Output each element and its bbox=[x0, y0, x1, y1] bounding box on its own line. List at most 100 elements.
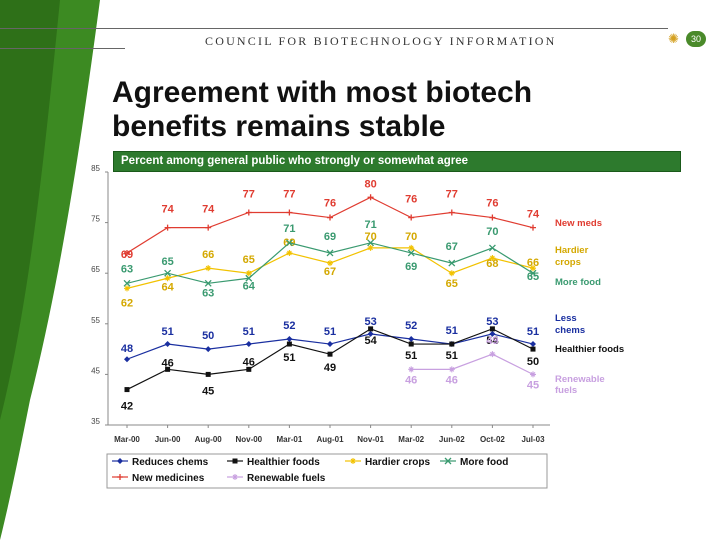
data-label-new-medicines: 77 bbox=[283, 188, 295, 200]
data-label-more-food: 63 bbox=[121, 263, 133, 275]
data-label-reduces-chems: 51 bbox=[446, 325, 458, 337]
point-new-medicines bbox=[327, 214, 333, 221]
point-more-food bbox=[407, 249, 415, 257]
data-label-renewable-fuels: 46 bbox=[405, 374, 417, 386]
data-label-healthier-foods: 51 bbox=[283, 352, 295, 364]
point-new-medicines bbox=[489, 214, 496, 221]
point-reduces-chems bbox=[124, 356, 130, 363]
data-label-healthier-foods: 54 bbox=[486, 335, 499, 347]
point-healthier-foods bbox=[408, 341, 414, 347]
x-tick-label: Jun-02 bbox=[439, 435, 465, 444]
point-reduces-chems bbox=[205, 346, 212, 353]
chart-title: Percent among general public who strongl… bbox=[121, 155, 468, 167]
title-line-1: Agreement with most biotech bbox=[112, 76, 533, 109]
point-new-medicines bbox=[124, 249, 130, 256]
series-end-label-reduces-chems: Less bbox=[555, 313, 577, 324]
point-new-medicines bbox=[286, 209, 293, 216]
legend-label-new-medicines: New medicines bbox=[132, 473, 205, 484]
data-label-hardier-crops: 62 bbox=[121, 297, 133, 309]
data-label-renewable-fuels: 45 bbox=[527, 379, 539, 391]
data-label-reduces-chems: 51 bbox=[161, 326, 173, 338]
x-tick-label: Jun-00 bbox=[155, 435, 181, 444]
x-tick-label: Nov-01 bbox=[357, 435, 384, 444]
data-label-hardier-crops: 66 bbox=[202, 249, 214, 261]
decorative-green-band bbox=[0, 0, 100, 540]
point-reduces-chems bbox=[327, 341, 333, 348]
data-label-new-medicines: 76 bbox=[324, 198, 336, 210]
y-tick-label: 45 bbox=[91, 366, 100, 375]
series-end-label-hardier-crops: crops bbox=[555, 257, 581, 268]
y-tick-label: 35 bbox=[91, 417, 100, 426]
data-label-more-food: 69 bbox=[324, 231, 336, 243]
title-line-2: benefits remains stable bbox=[112, 110, 446, 143]
data-label-more-food: 65 bbox=[161, 256, 173, 268]
legend-label-hardier-crops: Hardier crops bbox=[365, 457, 430, 468]
chart-subtitle-box: Percent among general public who strongl… bbox=[113, 151, 681, 172]
data-label-healthier-foods: 46 bbox=[243, 356, 255, 368]
page-title: Agreement with most biotech benefits rem… bbox=[112, 76, 532, 144]
point-new-medicines bbox=[367, 194, 374, 201]
point-more-food bbox=[164, 269, 172, 277]
data-label-new-medicines: 77 bbox=[243, 188, 255, 200]
legend-label-reduces-chems: Reduces chems bbox=[132, 457, 209, 468]
point-more-food bbox=[245, 274, 253, 282]
point-renewable-fuels bbox=[448, 366, 455, 373]
point-reduces-chems bbox=[367, 330, 374, 337]
series-line-renewable-fuels bbox=[411, 353, 534, 375]
point-healthier-foods bbox=[327, 351, 333, 357]
data-label-more-food: 67 bbox=[446, 241, 458, 253]
x-tick-label: Oct-02 bbox=[480, 435, 505, 444]
y-tick-label: 75 bbox=[91, 215, 100, 224]
data-label-healthier-foods: 46 bbox=[161, 357, 173, 369]
point-reduces-chems bbox=[530, 341, 536, 348]
point-more-food bbox=[448, 259, 456, 267]
point-healthier-foods bbox=[246, 366, 252, 372]
point-new-medicines bbox=[245, 209, 252, 216]
data-label-healthier-foods: 45 bbox=[202, 385, 214, 397]
data-label-more-food: 63 bbox=[202, 287, 214, 299]
data-label-reduces-chems: 51 bbox=[243, 326, 255, 338]
point-healthier-foods bbox=[489, 326, 495, 332]
data-label-reduces-chems: 50 bbox=[202, 330, 214, 342]
data-label-more-food: 69 bbox=[405, 261, 417, 273]
data-label-healthier-foods: 51 bbox=[405, 350, 417, 362]
data-label-more-food: 71 bbox=[283, 223, 295, 235]
point-hardier-crops bbox=[164, 275, 171, 282]
point-hardier-crops bbox=[245, 270, 252, 277]
point-new-medicines bbox=[205, 224, 212, 231]
point-renewable-fuels bbox=[530, 371, 536, 378]
point-hardier-crops bbox=[448, 270, 455, 277]
data-label-reduces-chems: 51 bbox=[527, 326, 539, 338]
data-label-healthier-foods: 51 bbox=[446, 350, 458, 362]
point-healthier-foods bbox=[124, 387, 130, 393]
data-label-renewable-fuels: 49 bbox=[486, 335, 498, 347]
series-end-label-new-medicines: New meds bbox=[555, 218, 602, 229]
data-label-hardier-crops: 70 bbox=[364, 231, 376, 243]
y-tick-label: 65 bbox=[91, 265, 100, 274]
data-label-new-medicines: 74 bbox=[527, 209, 540, 221]
data-label-more-food: 70 bbox=[486, 226, 498, 238]
x-tick-label: Mar-02 bbox=[398, 435, 424, 444]
point-new-medicines bbox=[408, 214, 415, 221]
data-label-new-medicines: 76 bbox=[405, 194, 417, 206]
point-healthier-foods bbox=[205, 371, 211, 377]
data-label-new-medicines: 77 bbox=[446, 188, 458, 200]
point-more-food bbox=[326, 249, 334, 257]
series-end-label-renewable-fuels: fuels bbox=[555, 385, 577, 396]
legend-marker-new-medicines bbox=[117, 474, 123, 480]
point-more-food bbox=[367, 239, 375, 247]
legend-box bbox=[106, 453, 548, 489]
point-renewable-fuels bbox=[489, 351, 496, 358]
point-hardier-crops bbox=[327, 260, 333, 267]
x-tick-label: Mar-00 bbox=[114, 435, 140, 444]
point-more-food bbox=[123, 279, 131, 287]
series-end-label-healthier-foods: Healthier foods bbox=[555, 344, 624, 355]
point-new-medicines bbox=[448, 209, 455, 216]
legend-marker-more-food bbox=[444, 457, 452, 465]
point-hardier-crops bbox=[205, 265, 212, 272]
data-label-renewable-fuels: 46 bbox=[446, 374, 458, 386]
x-tick-label: Nov-00 bbox=[235, 435, 262, 444]
series-end-label-hardier-crops: Hardier bbox=[555, 245, 589, 256]
data-label-hardier-crops: 64 bbox=[161, 281, 174, 293]
